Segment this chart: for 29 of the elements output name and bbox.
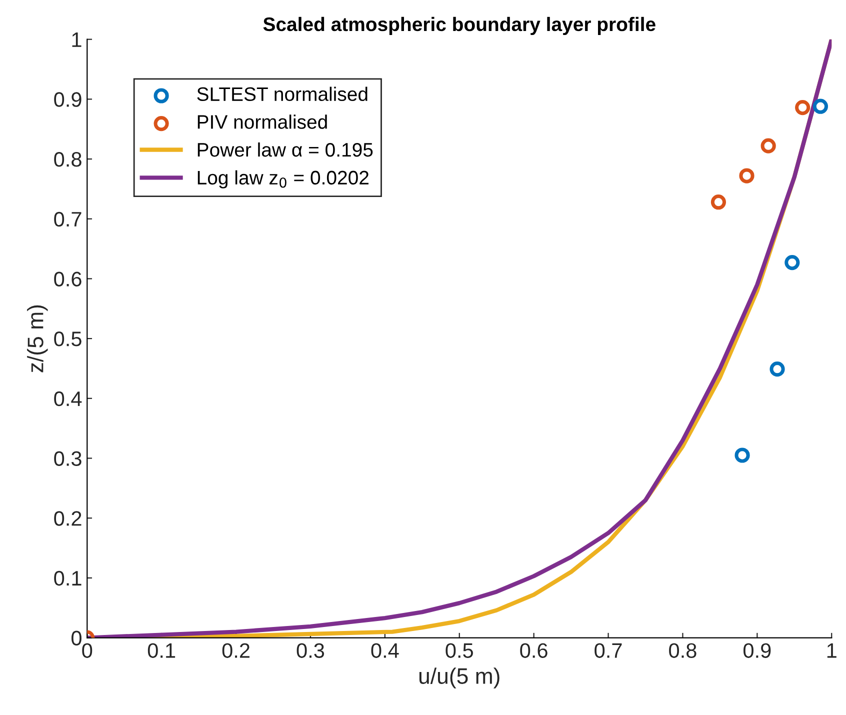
- x-tick-label: 0.5: [446, 643, 473, 658]
- legend-label: SLTEST normalised: [197, 86, 368, 102]
- x-axis-title: u/u(5 m): [419, 668, 500, 688]
- legend-label: Power law α = 0.195: [198, 142, 373, 157]
- x-tick-label: 0.7: [594, 643, 622, 658]
- x-tick-label: 0.4: [371, 643, 399, 658]
- y-tick-label: 0.5: [54, 332, 82, 346]
- y-tick-label: 0.6: [54, 272, 82, 286]
- chart-title: Scaled atmospheric boundary layer profile: [263, 16, 656, 36]
- y-tick-label: 0.1: [54, 570, 82, 586]
- x-tick-label: 1: [827, 643, 836, 658]
- x-tick-label: 0.6: [520, 643, 548, 658]
- y-tick-label: 0: [72, 630, 82, 646]
- y-tick-label: 1: [72, 32, 82, 47]
- y-axis-title: z/(5 m): [27, 305, 48, 372]
- x-tick-label: 0.9: [744, 643, 771, 658]
- y-tick-label: 0.4: [54, 391, 82, 406]
- y-tick-label: 0.7: [54, 212, 82, 227]
- legend-label: Log law z$_{0}$ = 0.0202: [198, 170, 368, 188]
- x-tick-label: 0.3: [296, 643, 324, 658]
- y-tick-label: 0.9: [54, 92, 82, 107]
- y-tick-label: 0.8: [54, 152, 82, 167]
- y-tick-label: 0.3: [54, 451, 82, 466]
- x-tick-label: 0: [82, 643, 92, 658]
- x-tick-label: 0.1: [148, 643, 176, 658]
- x-tick-label: 0.2: [222, 643, 250, 658]
- x-tick-label: 0.8: [669, 643, 696, 658]
- y-tick-label: 0.2: [54, 511, 82, 526]
- legend-label: PIV normalised: [198, 114, 327, 129]
